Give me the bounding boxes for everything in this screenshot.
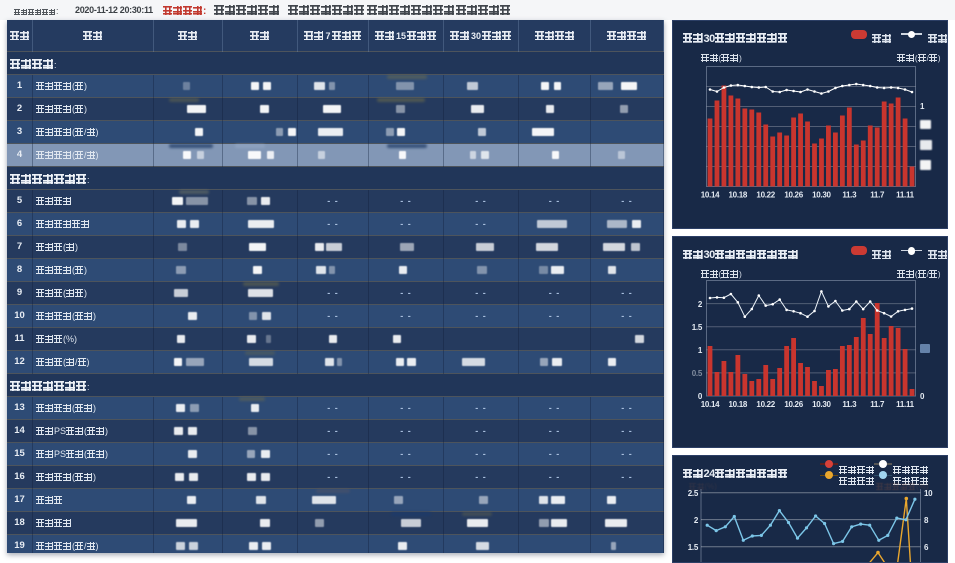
- svg-text:11.3: 11.3: [842, 400, 857, 409]
- svg-text:0: 0: [920, 392, 925, 401]
- svg-text:10.30: 10.30: [812, 190, 831, 199]
- svg-text:1.5: 1.5: [691, 323, 702, 332]
- svg-text:10.22: 10.22: [756, 400, 775, 409]
- svg-text:10.14: 10.14: [700, 190, 719, 199]
- svg-text:8: 8: [924, 516, 929, 525]
- svg-text:11.7: 11.7: [870, 400, 885, 409]
- svg-text:0.5: 0.5: [691, 369, 702, 378]
- svg-text:10: 10: [924, 489, 933, 498]
- svg-text:10.22: 10.22: [756, 190, 775, 199]
- svg-text:0: 0: [697, 392, 702, 401]
- svg-text:10.26: 10.26: [784, 190, 803, 199]
- svg-text:10.18: 10.18: [728, 400, 747, 409]
- svg-text:10.14: 10.14: [700, 400, 719, 409]
- svg-text:10.18: 10.18: [728, 190, 747, 199]
- svg-text:11.11: 11.11: [896, 190, 914, 199]
- svg-text:11.7: 11.7: [870, 190, 885, 199]
- svg-text:1: 1: [920, 102, 925, 111]
- svg-text:1.5: 1.5: [687, 543, 698, 552]
- svg-text:10.30: 10.30: [812, 400, 831, 409]
- svg-text:1: 1: [697, 346, 702, 355]
- svg-text:2: 2: [693, 516, 698, 525]
- svg-text:6: 6: [924, 543, 929, 552]
- svg-text:11.3: 11.3: [842, 190, 857, 199]
- svg-text:2.5: 2.5: [687, 489, 698, 498]
- svg-text:11.11: 11.11: [896, 400, 914, 409]
- svg-text:2: 2: [697, 300, 702, 309]
- svg-text:10.26: 10.26: [784, 400, 803, 409]
